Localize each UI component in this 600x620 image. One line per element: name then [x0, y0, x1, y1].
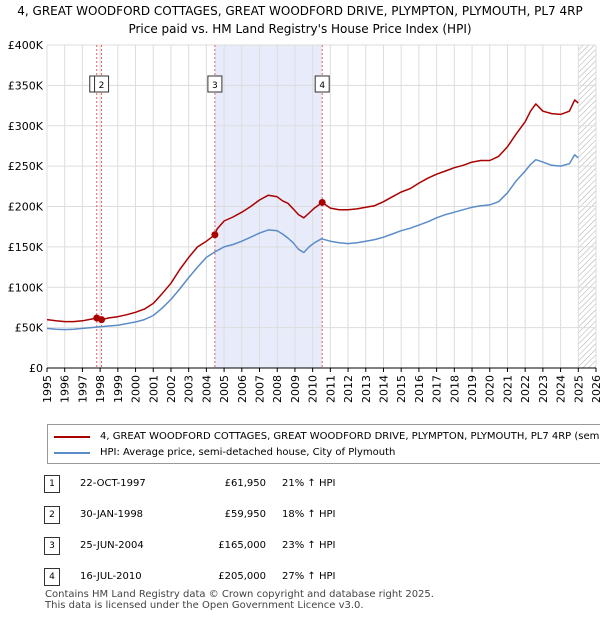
sale-number-badge: 2	[44, 506, 60, 524]
footer-copyright: Contains HM Land Registry data © Crown c…	[45, 589, 434, 600]
sale-row: 4 16-JUL-2010 £205,000 27% ↑ HPI	[42, 567, 442, 587]
x-tick-label: 2003	[183, 375, 196, 403]
sale-number-badge: 4	[44, 568, 60, 586]
x-tick-label: 1995	[41, 375, 54, 403]
sale-point	[211, 231, 219, 239]
price-chart: 1234 £0£50K£100K£150K£200K£250K£300K£350…	[8, 39, 600, 403]
x-tick-label: 2017	[431, 375, 444, 403]
y-tick-label: £250K	[8, 160, 44, 173]
sale-price: £59,950	[224, 509, 266, 520]
legend-swatch-property	[54, 436, 90, 438]
y-tick-label: £300K	[8, 120, 44, 133]
sale-marker-label-3: 3	[207, 75, 223, 93]
sale-date: 16-JUL-2010	[80, 571, 142, 582]
x-tick-label: 2018	[448, 375, 461, 403]
x-tick-label: 2025	[572, 375, 585, 403]
x-tick-label: 1999	[112, 375, 125, 403]
series-line-property	[46, 99, 579, 323]
sale-marker-label-2: 2	[94, 75, 110, 93]
x-tick-label: 2008	[271, 375, 284, 403]
x-tick-label: 2022	[519, 375, 532, 403]
x-tick-label: 2019	[466, 375, 479, 403]
x-tick-label: 2023	[537, 375, 550, 403]
x-tick-label: 2004	[200, 375, 213, 403]
series-line-hpi	[46, 154, 579, 331]
legend-swatch-hpi	[54, 452, 90, 454]
sale-hpi-change: 18% ↑ HPI	[282, 509, 336, 520]
sale-marker-label-4: 4	[314, 75, 330, 93]
legend: 4, GREAT WOODFORD COTTAGES, GREAT WOODFO…	[47, 424, 600, 464]
x-tick-label: 2011	[324, 375, 337, 403]
sale-hpi-change: 23% ↑ HPI	[282, 540, 336, 551]
legend-label-property: 4, GREAT WOODFORD COTTAGES, GREAT WOODFO…	[100, 431, 600, 442]
sale-date: 25-JUN-2004	[80, 540, 144, 551]
sale-marker-number: 2	[99, 81, 105, 91]
x-tick-label: 2013	[360, 375, 373, 403]
sale-row: 3 25-JUN-2004 £165,000 23% ↑ HPI	[42, 536, 442, 556]
x-tick-label: 2024	[555, 375, 568, 403]
x-tick-label: 2026	[590, 375, 600, 403]
y-tick-label: £150K	[8, 241, 44, 254]
x-tick-label: 2007	[254, 375, 267, 403]
sale-date: 30-JAN-1998	[80, 509, 144, 520]
y-tick-label: £400K	[8, 39, 44, 52]
sale-marker-box	[207, 75, 223, 93]
sale-row: 2 30-JAN-1998 £59,950 18% ↑ HPI	[42, 505, 442, 525]
x-tick-label: 2012	[342, 375, 355, 403]
sale-marker-number: 3	[212, 81, 218, 91]
sale-point	[98, 316, 106, 324]
x-tick-label: 2006	[236, 375, 249, 403]
x-tick-label: 1996	[59, 375, 72, 403]
x-tick-label: 2020	[484, 375, 497, 403]
x-tick-label: 1997	[76, 375, 89, 403]
x-tick-label: 2001	[147, 375, 160, 403]
y-tick-label: £100K	[8, 281, 44, 294]
footer-licence: This data is licensed under the Open Gov…	[45, 600, 364, 611]
sale-row: 1 22-OCT-1997 £61,950 21% ↑ HPI	[42, 474, 442, 494]
y-tick-label: £0	[29, 362, 43, 375]
x-tick-label: 2000	[130, 375, 143, 403]
sale-marker-number: 4	[319, 81, 325, 91]
sale-marker-box	[94, 75, 110, 93]
sale-price: £205,000	[218, 571, 266, 582]
x-tick-label: 2014	[377, 375, 390, 403]
x-tick-label: 2021	[501, 375, 514, 403]
sale-number-badge: 3	[44, 537, 60, 555]
footer-attribution: Contains HM Land Registry data © Crown c…	[45, 589, 434, 611]
x-tick-label: 2002	[165, 375, 178, 403]
sale-date: 22-OCT-1997	[80, 478, 146, 489]
y-tick-label: £200K	[8, 201, 44, 214]
x-tick-label: 2009	[289, 375, 302, 403]
x-tick-label: 2005	[218, 375, 231, 403]
legend-label-hpi: HPI: Average price, semi-detached house,…	[100, 447, 396, 458]
sale-number-badge: 1	[44, 475, 60, 493]
y-tick-label: £50K	[15, 322, 44, 335]
sale-hpi-change: 27% ↑ HPI	[282, 571, 336, 582]
sale-point	[318, 198, 326, 206]
sale-price: £61,950	[224, 478, 266, 489]
sale-marker-box	[314, 75, 330, 93]
x-tick-label: 2015	[395, 375, 408, 403]
sale-hpi-change: 21% ↑ HPI	[282, 478, 336, 489]
x-tick-label: 2010	[307, 375, 320, 403]
chart-title: 4, GREAT WOODFORD COTTAGES, GREAT WOODFO…	[0, 2, 600, 38]
chart-title-line1: 4, GREAT WOODFORD COTTAGES, GREAT WOODFO…	[17, 4, 583, 18]
x-tick-label: 2016	[413, 375, 426, 403]
x-tick-label: 1998	[94, 375, 107, 403]
chart-title-line2: Price paid vs. HM Land Registry's House …	[128, 22, 472, 36]
sale-price: £165,000	[218, 540, 266, 551]
y-tick-label: £350K	[8, 79, 44, 92]
